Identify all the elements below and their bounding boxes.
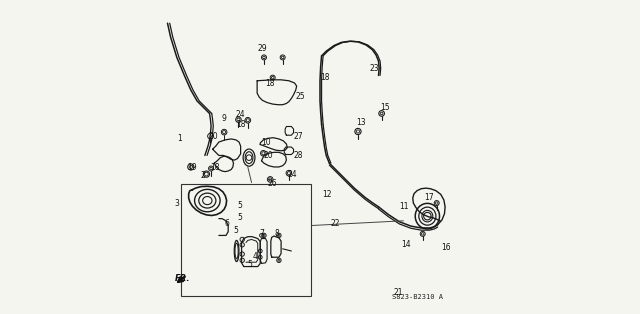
Text: 24: 24 bbox=[287, 170, 297, 179]
Text: 5: 5 bbox=[248, 260, 253, 269]
Text: 25: 25 bbox=[295, 92, 305, 101]
Text: 21: 21 bbox=[393, 288, 403, 297]
Text: 20: 20 bbox=[264, 151, 274, 160]
Text: 7: 7 bbox=[260, 229, 264, 238]
Text: 18: 18 bbox=[211, 163, 220, 172]
Text: S823-B2310 A: S823-B2310 A bbox=[392, 294, 443, 300]
Text: FR.: FR. bbox=[175, 274, 190, 284]
Text: 26: 26 bbox=[267, 179, 276, 188]
Text: 15: 15 bbox=[380, 103, 390, 112]
Text: 18: 18 bbox=[266, 79, 275, 88]
Text: 29: 29 bbox=[258, 44, 268, 52]
Text: 24: 24 bbox=[236, 111, 246, 120]
Bar bbox=[180, 184, 311, 296]
Text: 6: 6 bbox=[225, 219, 230, 228]
Text: 5: 5 bbox=[238, 201, 243, 210]
Text: 18: 18 bbox=[236, 120, 246, 129]
Text: 28: 28 bbox=[294, 151, 303, 160]
Text: 1: 1 bbox=[177, 134, 182, 143]
Text: 11: 11 bbox=[399, 202, 409, 211]
Text: 13: 13 bbox=[356, 118, 366, 127]
Text: 16: 16 bbox=[442, 243, 451, 252]
Text: 20: 20 bbox=[209, 132, 218, 141]
Text: 3: 3 bbox=[174, 199, 179, 208]
Text: 14: 14 bbox=[401, 240, 411, 249]
Text: 9: 9 bbox=[222, 114, 227, 122]
Text: 10: 10 bbox=[261, 138, 271, 148]
Text: 17: 17 bbox=[424, 193, 434, 202]
Text: 8: 8 bbox=[275, 229, 280, 238]
Text: 22: 22 bbox=[331, 219, 340, 228]
Text: 19: 19 bbox=[187, 163, 196, 172]
Text: 4: 4 bbox=[253, 252, 258, 261]
Text: 5: 5 bbox=[234, 226, 238, 235]
Text: 2: 2 bbox=[200, 171, 205, 180]
Text: 23: 23 bbox=[370, 64, 380, 73]
Text: 5: 5 bbox=[238, 213, 243, 222]
Text: 18: 18 bbox=[320, 73, 330, 82]
Text: 27: 27 bbox=[294, 132, 303, 141]
Text: 12: 12 bbox=[323, 190, 332, 199]
